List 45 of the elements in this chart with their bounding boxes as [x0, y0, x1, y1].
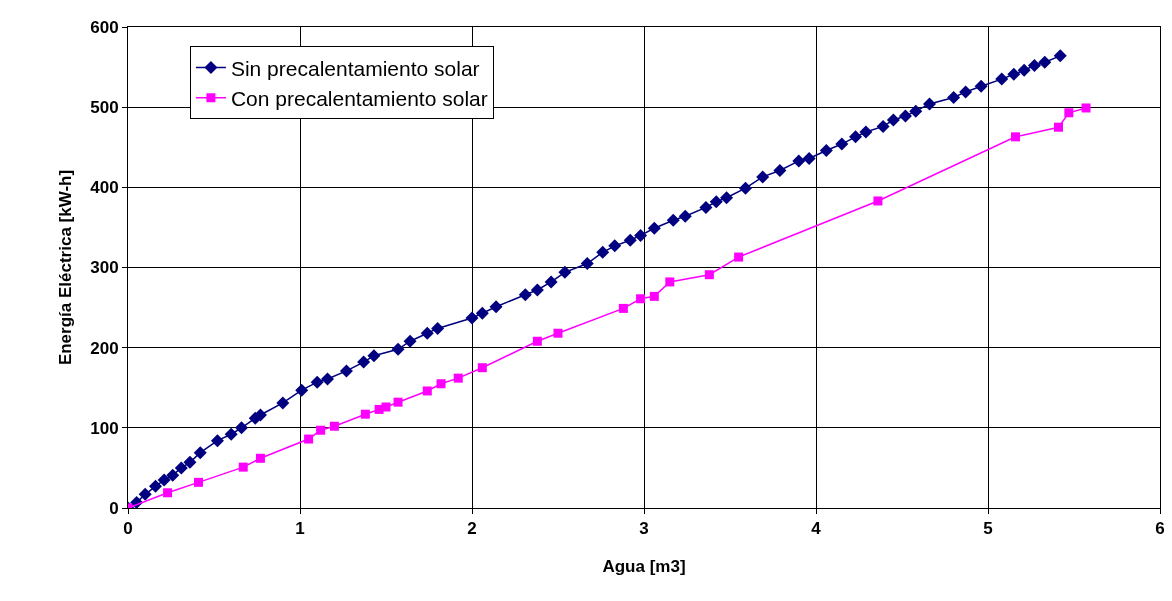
- point: [665, 277, 675, 287]
- point: [1064, 108, 1074, 118]
- y-tick-label: 200: [90, 338, 119, 358]
- y-tick-label: 400: [90, 178, 119, 198]
- point: [636, 294, 646, 304]
- point: [255, 453, 265, 463]
- point: [360, 409, 370, 419]
- x-axis-title: Agua [m3]: [602, 556, 686, 576]
- x-tick-label: 0: [123, 519, 133, 539]
- x-tick-label: 4: [811, 519, 822, 539]
- point: [381, 402, 391, 412]
- point: [422, 386, 432, 396]
- point: [1054, 122, 1064, 132]
- x-tick-label: 5: [983, 519, 993, 539]
- legend-label: Con precalentamiento solar: [230, 86, 488, 110]
- point: [1081, 103, 1091, 113]
- point: [1011, 132, 1021, 142]
- point: [553, 328, 563, 338]
- y-tick-label: 500: [90, 98, 119, 118]
- point: [649, 291, 659, 301]
- y-tick-label: 100: [90, 418, 119, 438]
- point: [316, 425, 326, 435]
- point: [704, 270, 714, 280]
- y-axis-title: Energía Eléctrica [kW-h]: [55, 169, 75, 366]
- point: [532, 336, 542, 346]
- point: [618, 303, 628, 313]
- x-tick-label: 2: [467, 519, 477, 539]
- point: [734, 252, 744, 262]
- y-tick-label: 300: [90, 258, 119, 278]
- x-tick-label: 3: [639, 519, 649, 539]
- y-tick-label: 0: [109, 498, 119, 518]
- point: [436, 379, 446, 389]
- x-tick-label: 1: [295, 519, 305, 539]
- legend-label: Sin precalentamiento solar: [230, 56, 480, 80]
- point: [393, 397, 403, 407]
- x-tick-label: 6: [1155, 519, 1165, 539]
- point: [329, 421, 339, 431]
- point: [163, 488, 173, 498]
- point: [304, 434, 314, 444]
- point: [873, 196, 883, 206]
- point: [238, 462, 248, 472]
- point: [453, 373, 463, 383]
- y-tick-label: 600: [90, 17, 119, 37]
- point: [194, 477, 204, 487]
- point: [477, 363, 487, 373]
